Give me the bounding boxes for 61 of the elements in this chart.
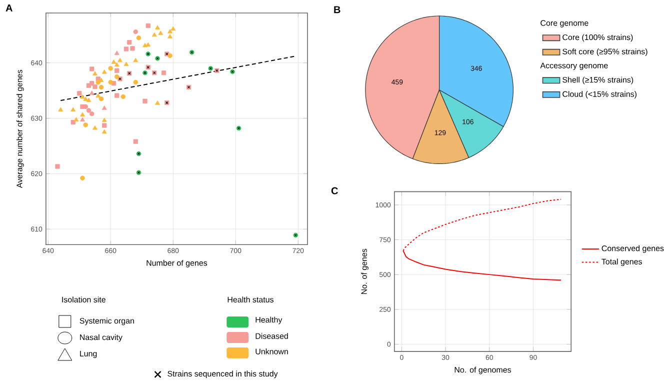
point xyxy=(114,50,120,55)
point xyxy=(114,93,120,98)
point xyxy=(102,122,107,128)
point xyxy=(86,108,92,113)
point xyxy=(96,93,101,98)
point xyxy=(89,111,94,116)
point xyxy=(114,74,120,79)
point xyxy=(86,83,92,88)
point xyxy=(152,32,157,36)
point xyxy=(155,24,160,30)
point xyxy=(102,69,107,74)
point xyxy=(80,116,85,122)
point xyxy=(80,175,85,180)
point xyxy=(98,96,104,102)
point xyxy=(168,28,172,34)
point xyxy=(83,122,88,128)
point xyxy=(170,26,176,30)
point xyxy=(90,66,94,72)
point xyxy=(98,84,104,90)
point xyxy=(58,106,64,112)
point xyxy=(92,125,98,130)
point xyxy=(124,61,129,66)
point xyxy=(114,68,120,73)
point xyxy=(92,84,98,89)
point xyxy=(102,129,107,134)
point xyxy=(133,139,138,144)
point xyxy=(96,80,101,84)
point xyxy=(108,80,114,84)
point xyxy=(127,40,132,44)
point xyxy=(161,70,166,75)
chart-title: C xyxy=(331,187,338,194)
chart-title: A xyxy=(6,4,12,12)
point xyxy=(102,105,107,110)
point xyxy=(92,70,98,76)
point xyxy=(142,98,148,104)
point xyxy=(130,46,135,51)
point xyxy=(168,34,172,38)
point xyxy=(80,94,85,98)
point xyxy=(146,42,151,46)
chart-title: B xyxy=(334,6,340,13)
point xyxy=(55,164,60,169)
point xyxy=(133,80,138,84)
point xyxy=(70,106,76,112)
point xyxy=(158,30,164,35)
point xyxy=(124,46,129,52)
point xyxy=(89,90,94,95)
point xyxy=(80,112,85,116)
point xyxy=(120,94,126,99)
point xyxy=(155,100,160,105)
point xyxy=(133,29,138,34)
point xyxy=(133,58,138,62)
point xyxy=(111,59,116,64)
point xyxy=(108,66,114,71)
point xyxy=(77,90,82,96)
point xyxy=(114,62,120,66)
point xyxy=(136,35,142,40)
point xyxy=(168,53,172,58)
point xyxy=(102,117,107,122)
point xyxy=(118,58,122,62)
point xyxy=(74,116,79,122)
point xyxy=(146,23,150,28)
